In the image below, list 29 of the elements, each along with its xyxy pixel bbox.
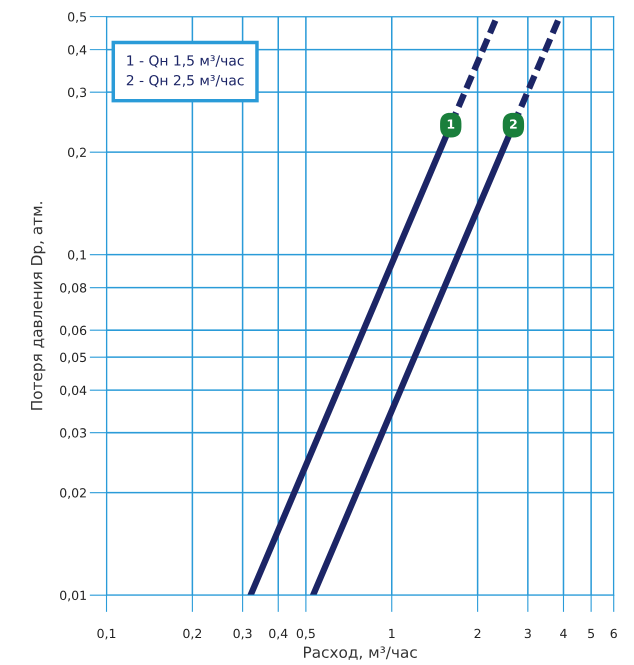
x-tick-label: 0,3 [233, 628, 252, 640]
annotation: 1 [448, 120, 454, 129]
y-tick-label: 0,2 [68, 148, 86, 158]
y-tick-label: 0,5 [68, 12, 86, 23]
x-axis-title: Расход, м³/час [304, 646, 417, 660]
annotation: 1 - Qн 1,5 м³/час [127, 55, 244, 68]
x-tick-label: 0,5 [296, 628, 315, 640]
x-tick-label: 3 [524, 628, 531, 638]
y-tick-label: 0,3 [68, 88, 86, 98]
x-tick-label: 0,1 [97, 628, 116, 640]
x-tick-label: 5 [588, 628, 594, 638]
x-tick-label: 2 [474, 628, 480, 638]
y-tick-label: 0,02 [60, 488, 86, 499]
y-tick-label: 0,05 [60, 352, 86, 364]
y-axis-title: Потеря давления Dp, атм. [31, 202, 46, 410]
y-tick-label: 0,1 [68, 250, 86, 261]
x-tick-label: 0,2 [183, 628, 202, 640]
x-tick-label: 6 [610, 628, 617, 638]
x-tick-label: 0,4 [269, 628, 288, 640]
y-tick-label: 0,04 [60, 386, 86, 396]
annotation: 2 - Qн 2,5 м³/час [126, 75, 244, 88]
y-tick-label: 0,4 [68, 45, 86, 56]
x-tick-label: 1 [389, 628, 395, 638]
x-tick-label: 4 [560, 628, 567, 638]
y-tick-label: 0,03 [60, 428, 86, 439]
y-tick-label: 0,08 [60, 283, 86, 294]
y-tick-label: 0,01 [60, 590, 86, 602]
annotation: 2 [510, 119, 517, 129]
y-tick-label: 0,06 [60, 326, 86, 336]
